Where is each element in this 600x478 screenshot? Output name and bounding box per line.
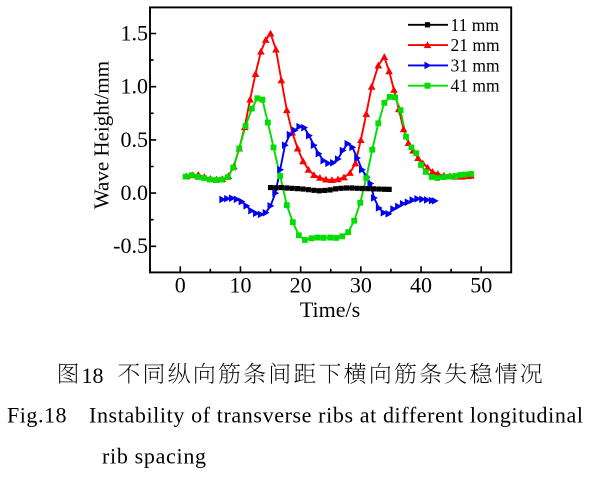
svg-text:30: 30 [350, 273, 372, 298]
svg-text:31 mm: 31 mm [451, 55, 500, 75]
svg-text:40: 40 [410, 273, 432, 298]
svg-text:1.5: 1.5 [121, 20, 149, 45]
svg-text:50: 50 [470, 273, 492, 298]
svg-text:11 mm: 11 mm [451, 15, 500, 35]
svg-text:18: 18 [82, 363, 104, 388]
svg-text:41 mm: 41 mm [451, 76, 500, 96]
svg-text:1.0: 1.0 [121, 74, 149, 99]
svg-text:Instability of transverse ribs: Instability of transverse ribs at differ… [89, 403, 583, 428]
svg-text:10: 10 [229, 273, 251, 298]
svg-text:rib spacing: rib spacing [102, 444, 206, 469]
svg-text:21 mm: 21 mm [451, 35, 500, 55]
svg-text:-0.5: -0.5 [113, 233, 148, 258]
svg-text:0.0: 0.0 [121, 180, 149, 205]
svg-text:Time/s: Time/s [300, 297, 360, 322]
svg-text:0: 0 [175, 273, 186, 298]
svg-text:20: 20 [290, 273, 312, 298]
svg-text:Fig.18: Fig.18 [7, 403, 67, 428]
svg-text:0.5: 0.5 [121, 127, 149, 152]
svg-text:Wave Height/mm: Wave Height/mm [90, 61, 114, 209]
